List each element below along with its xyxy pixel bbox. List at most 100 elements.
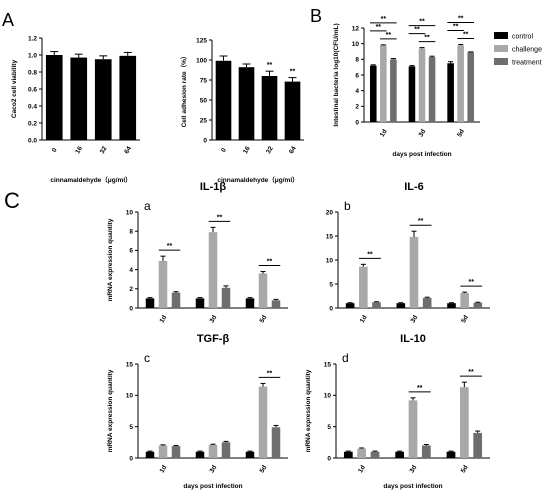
bar-challenge [359,266,368,308]
bar-treatment [271,300,281,308]
y-tick-label: 8 [355,57,359,64]
y-tick-label: 20 [326,209,334,216]
x-tick-label: 3d [418,128,428,138]
bar-challenge [460,293,469,308]
y-tick-label: 5 [129,424,133,431]
significance-label: ** [414,27,420,34]
bar-control [446,451,456,458]
y-axis-label: Caco2 cell viability [11,60,18,119]
x-tick-label: 32 [99,145,109,155]
bar-challenge [457,45,464,122]
bar-challenge [409,236,419,308]
y-tick-label: 6 [129,248,133,255]
x-tick-label: 1d [379,128,389,138]
significance-label: ** [419,19,425,26]
x-axis-label: cinnamaldehyde（μg/ml） [50,176,131,184]
bar-challenge [408,400,418,458]
y-tick-label: 0.4 [28,103,37,110]
y-tick-label: 1.0 [28,52,37,59]
bar [45,55,63,140]
y-tick-label: 0.8 [28,69,37,76]
x-tick-label: 1d [159,464,169,474]
x-axis-label: days post infection [383,483,442,490]
x-tick-label: 64 [123,145,133,155]
chart-title: IL-1β [200,181,227,193]
bar-treatment [221,442,231,458]
subpanel-letter: d [342,351,349,365]
x-tick-label: 5d [460,464,470,474]
bar-challenge [380,45,387,122]
bar-treatment [221,287,231,308]
bar-control [245,298,255,308]
bar-challenge [418,48,426,122]
x-tick-label: 3d [410,314,420,324]
y-tick-label: 4 [129,267,133,274]
x-tick-label: 32 [265,145,275,155]
x-tick-label: 16 [242,145,252,155]
bar-challenge [208,444,218,458]
chart-ca: 0 2 4 6 8 10 mRNA expression quantity 1d 3d 5d ** *… [107,181,288,324]
significance-label: ** [458,15,464,22]
significance-label: ** [386,32,392,39]
bar [119,55,137,140]
significance-label: ** [267,259,273,266]
legend-swatch-challenge [494,45,508,52]
bar [284,81,301,140]
y-tick-label: 4 [355,88,359,95]
y-tick-label: 0 [203,137,207,144]
significance-label: ** [468,369,474,376]
chart-cc: 0 5 10 15 mRNA expression quantity 1d 3d 5d days… [107,333,288,490]
bar-control [345,303,355,308]
bar-treatment [421,445,431,458]
x-tick-label: 3d [209,464,219,474]
significance-label: ** [424,35,430,42]
chart-a2: 0 25 50 75 100 125 Cell adhesion rate（%） 0 16 32 *… [180,37,304,184]
x-tick-label: 1d [159,314,169,324]
y-tick-label: 50 [200,97,208,104]
y-tick-label: 125 [196,37,207,44]
bar-control [343,451,353,458]
bar-control [447,303,456,308]
charts-layer: 0.0 0.2 0.4 0.6 0.8 1.0 1.2 Caco2 cell viabilit… [11,15,542,490]
bar-treatment [171,446,181,458]
significance-label: ** [453,23,459,30]
bar-control [195,451,205,458]
bar-treatment [473,432,483,458]
legend-swatch-control [494,32,508,39]
bar-treatment [467,52,475,122]
y-tick-label: 0.0 [28,137,37,144]
bar-control [396,303,406,308]
bar-control [195,298,205,308]
subpanel-letter: c [144,351,150,365]
x-tick-label: 1d [357,464,367,474]
panel-label-b: B [310,6,322,26]
y-axis-label: mRNA expression quantity [107,369,114,452]
y-tick-label: 15 [324,361,332,368]
y-tick-label: 25 [200,117,208,124]
bar [215,60,232,140]
bar-treatment [422,297,432,308]
chart-title: IL-6 [404,181,424,193]
y-tick-label: 10 [326,257,334,264]
significance-label: ** [418,218,424,225]
significance-label: ** [381,16,387,23]
bar-treatment [372,302,381,308]
bar-control [408,66,416,122]
y-tick-label: 0.2 [28,120,37,127]
significance-label: ** [367,251,373,258]
bar-control [245,451,255,458]
bar-control [395,451,405,458]
y-axis-label: Cell adhesion rate（%） [180,53,188,128]
y-tick-label: 0 [329,305,333,312]
y-tick-label: 10 [126,393,134,400]
significance-label: ** [469,279,475,286]
legend-swatch-treatment [494,58,508,65]
significance-label: ** [463,31,469,38]
y-tick-label: 15 [326,233,334,240]
bar-treatment [271,427,281,458]
bar-challenge [258,386,268,458]
bar-challenge [158,445,168,458]
x-tick-label: 5d [259,464,269,474]
y-tick-label: 0 [129,455,133,462]
y-tick-label: 10 [126,209,134,216]
